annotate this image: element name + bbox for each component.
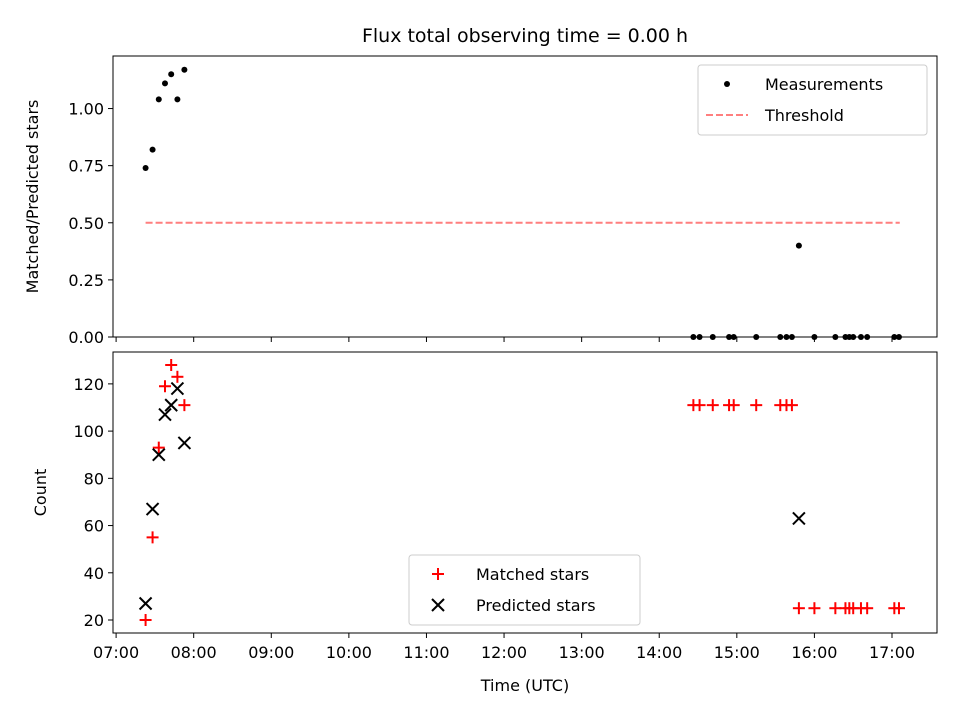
data-point [892,602,905,615]
data-point [832,334,839,340]
legend-marker [431,598,445,612]
y-tick-label: 0.75 [68,157,104,176]
x-axis-label: Time (UTC) [480,676,569,695]
x-tick-label: 12:00 [481,643,527,662]
data-point [161,80,168,87]
bottom-panel-counts: 20 40 60 80 100 120 07:00 08:00 09:00 10:00 11:00 1… [31,351,938,695]
y-axis-label: Count [31,469,50,517]
x-tick-label: 13:00 [559,643,605,662]
x-tick-label: 10:00 [326,643,372,662]
data-point [149,146,156,153]
plot-frame [112,351,938,634]
data-point [181,66,188,73]
data-point [690,334,697,340]
legend-box [408,554,641,626]
data-point [792,602,805,615]
legend-item: Predicted stars [431,596,596,615]
data-point [146,531,159,544]
data-point [138,596,153,611]
data-point [171,370,184,383]
data-point [174,96,181,103]
legend-label: Predicted stars [476,596,596,615]
data-point [158,407,172,422]
x-tick-label: 11:00 [403,643,449,662]
y-tick-label: 1.00 [68,100,104,119]
data-point [895,334,902,340]
data-point [152,448,166,462]
data-point [808,602,821,615]
data-point [861,602,874,615]
data-point [152,441,165,454]
data-point [864,334,871,340]
legend: Measurements Threshold [697,64,928,136]
data-point [155,96,162,103]
legend: Matched stars Predicted stars [408,554,641,626]
y-tick-label: 60 [84,517,104,536]
legend-item: Matched stars [432,565,589,584]
legend-box [697,64,928,136]
legend-item: Measurements [724,75,883,94]
data-point [726,334,733,340]
x-tick-label: 07:00 [93,643,139,662]
data-point [168,71,175,78]
data-point [792,511,806,526]
data-point [693,399,706,412]
data-point [142,164,149,171]
legend-label: Threshold [764,106,844,125]
legend-label: Matched stars [476,565,589,584]
series-predicted-stars [138,381,806,611]
x-tick-label: 09:00 [248,643,294,662]
chart-title: Flux total observing time = 0.00 h [362,25,688,47]
data-point [178,399,191,412]
legend-label: Measurements [765,75,883,94]
x-tick-label: 17:00 [869,643,915,662]
y-tick-label: 40 [84,564,104,583]
y-tick-label: 0.00 [68,328,104,347]
y-tick-label: 0.25 [68,271,104,290]
y-axis-label: Matched/Predicted stars [23,100,42,294]
data-point [777,334,784,340]
data-point [857,334,864,340]
data-point [750,399,763,412]
data-point [753,334,760,340]
data-point [730,334,737,340]
legend-marker [432,568,444,580]
x-tick-label: 16:00 [791,643,837,662]
y-tick-label: 0.50 [68,214,104,233]
data-point [795,242,802,249]
data-point [891,334,898,340]
data-point [727,399,740,412]
data-point [139,614,152,627]
legend-item: Threshold [706,106,844,125]
data-point [788,334,795,340]
data-point [709,334,716,340]
top-panel-ratio: 0.00 0.25 0.50 0.75 1.00 Matched/Predicted st… [23,55,938,347]
y-tick-label: 20 [84,611,104,630]
data-point [783,334,790,340]
data-point [850,334,857,340]
data-point [829,602,842,615]
legend-marker [724,81,730,87]
x-tick-label: 08:00 [171,643,217,662]
data-point [696,334,703,340]
y-tick-label: 120 [73,375,104,394]
data-point [170,381,185,396]
data-point [158,380,171,393]
series-matched-stars [139,358,905,627]
x-tick-label: 15:00 [714,643,760,662]
data-point [811,334,818,340]
data-point [706,399,719,412]
data-point [177,436,192,450]
data-point [165,358,178,371]
data-point [785,399,798,412]
y-tick-label: 80 [84,469,104,488]
data-point [145,502,160,516]
plot-frame [112,55,938,338]
x-tick-label: 14:00 [636,643,682,662]
series-measurements [142,66,902,340]
data-point [164,398,178,412]
y-tick-label: 100 [73,422,104,441]
